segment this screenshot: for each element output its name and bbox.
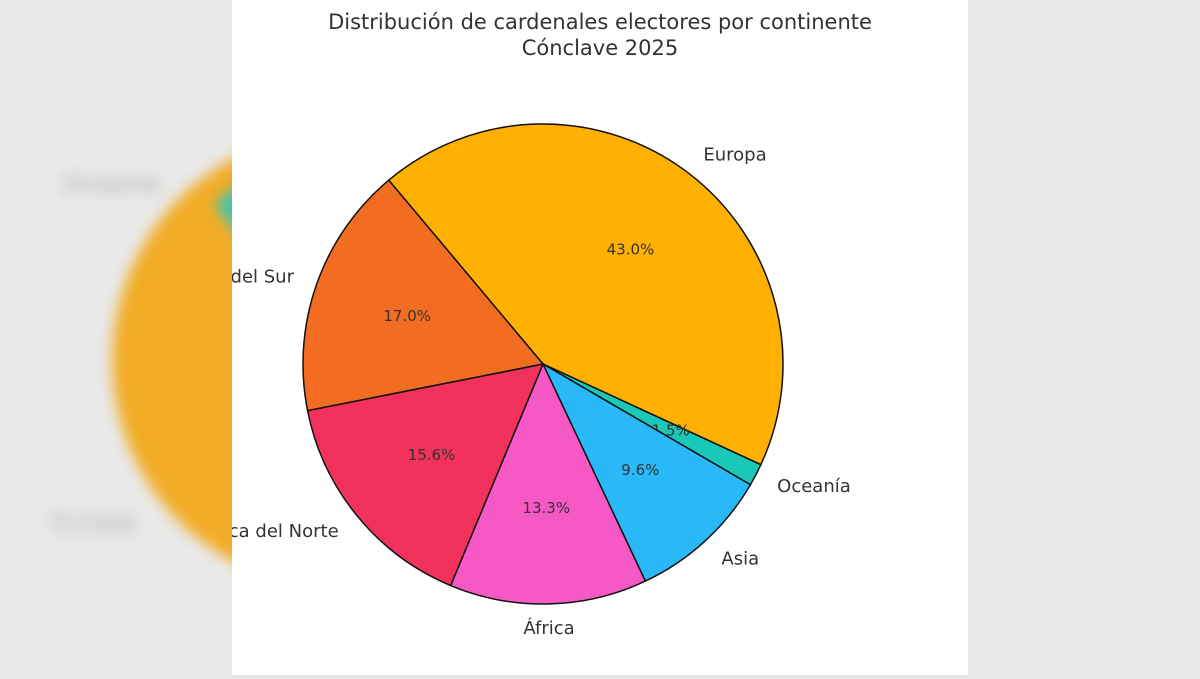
pct-label-asia: 9.6%: [621, 461, 659, 479]
category-label-oceania: Oceanía: [777, 476, 851, 497]
blurred-label-europa: Europa: [52, 508, 137, 536]
pie-slice-africa: [449, 362, 647, 605]
pct-label-africa: 13.3%: [522, 499, 570, 517]
category-label-africa: África: [523, 617, 574, 639]
blurred-label-oceania: Oceanía: [62, 170, 161, 198]
chart-subtitle: Cónclave 2025: [521, 36, 679, 60]
category-label-america-del-norte: América del Norte: [232, 521, 339, 542]
pie-slice-america-del-sur: [302, 179, 545, 412]
chart-card: Distribución de cardenales electores por…: [232, 0, 968, 675]
pct-label-europa: 43.0%: [607, 241, 655, 259]
category-label-asia: Asia: [721, 549, 759, 570]
category-label-america-del-sur: América del Sur: [232, 266, 295, 287]
category-label-europa: Europa: [703, 144, 766, 165]
chart-title: Distribución de cardenales electores por…: [328, 10, 872, 34]
pie-slice-america-del-norte: [306, 362, 545, 587]
pie-slice-asia: [541, 362, 752, 583]
pct-label-america-del-sur: 17.0%: [383, 307, 431, 325]
pie-chart: 43.0%Europa1.5%Oceanía9.6%Asia13.3%Áfric…: [232, 123, 851, 639]
pie-slice-europa: [387, 123, 784, 466]
pct-label-america-del-norte: 15.6%: [408, 446, 456, 464]
